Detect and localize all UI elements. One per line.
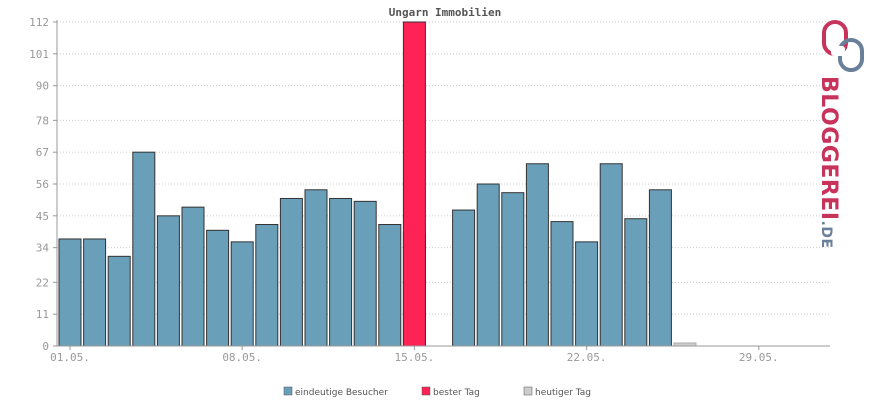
bar-eindeutige-besucher [575,241,599,347]
logo-rings-icon [822,20,864,72]
bar-eindeutige-besucher [599,163,623,347]
bar-eindeutige-besucher [230,241,254,347]
y-tick-label: 45 [36,210,49,223]
legend-label: bester Tag [433,388,480,398]
y-tick-label: 0 [42,340,49,353]
x-tick-label: 08.05. [222,351,262,364]
y-tick-label: 90 [36,80,49,93]
y-tick-label: 101 [29,48,49,61]
bar-eindeutige-besucher [206,229,230,347]
bar-eindeutige-besucher [181,206,205,347]
x-tick-label: 22.05. [567,351,607,364]
chart-title: Ungarn Immobilien [389,6,502,19]
bar-eindeutige-besucher [353,200,377,347]
y-tick-label: 67 [36,146,49,159]
y-tick-label: 11 [36,308,49,321]
bar-eindeutige-besucher [501,192,525,347]
bar-eindeutige-besucher [329,197,353,347]
bar-eindeutige-besucher [156,215,180,347]
axes [56,20,830,347]
legend-label: heutiger Tag [535,388,591,398]
y-tick-label: 22 [36,276,49,289]
bar-eindeutige-besucher [304,189,328,347]
bar-eindeutige-besucher [107,255,131,347]
x-tick-label: 15.05. [395,351,435,364]
y-tick-label: 34 [36,242,50,255]
y-tick-label: 56 [36,178,49,191]
bar-eindeutige-besucher [525,163,549,347]
legend: eindeutige Besucher bester Tag heutiger Ta… [283,386,591,398]
bar-eindeutige-besucher [452,209,476,347]
y-tick-label: 78 [36,114,49,127]
bar-eindeutige-besucher [378,224,402,347]
logo-suffix: .DE [818,221,834,249]
bar-bester-tag [402,21,426,347]
x-tick-label: 29.05. [739,351,779,364]
bar-eindeutige-besucher [279,197,303,347]
y-axis-ticks: 0 11 22 34 45 56 67 78 90 101 112 [29,16,57,353]
bar-eindeutige-besucher [648,189,672,347]
bars [58,21,697,347]
bloggerei-logo: BLOGGEREI.DE [816,20,864,249]
bar-eindeutige-besucher [550,221,574,347]
bar-eindeutige-besucher [83,238,107,347]
legend-swatch [421,386,431,396]
legend-swatch [523,386,533,396]
bar-eindeutige-besucher [132,151,156,347]
logo-wordmark: BLOGGEREI [816,76,841,221]
bar-eindeutige-besucher [624,218,648,347]
svg-text:BLOGGEREI.DE: BLOGGEREI.DE [816,76,841,249]
y-tick-label: 112 [29,16,49,29]
legend-swatch [283,386,293,396]
bar-eindeutige-besucher [255,224,279,347]
bar-eindeutige-besucher [476,183,500,347]
legend-label: eindeutige Besucher [295,388,388,398]
bar-eindeutige-besucher [58,238,82,347]
x-axis-ticks: 01.05. 08.05. 15.05. 22.05. 29.05. [50,346,779,364]
x-tick-label: 01.05. [50,351,90,364]
